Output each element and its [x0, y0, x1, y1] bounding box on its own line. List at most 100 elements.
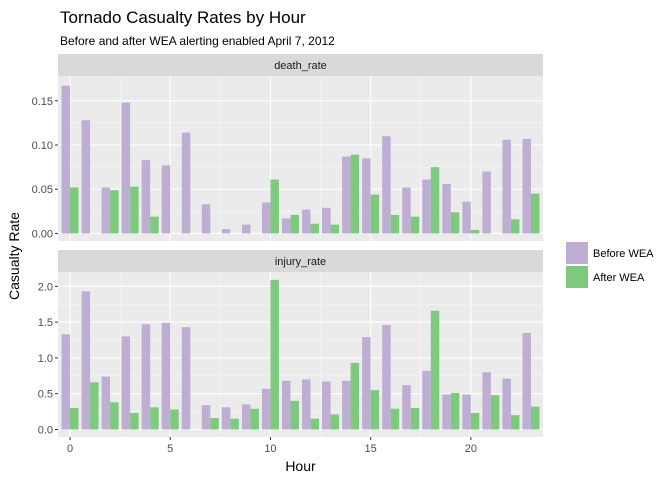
legend-swatch-after-wea [566, 266, 588, 288]
bar-before-wea [342, 156, 351, 234]
bar-before-wea [462, 201, 471, 234]
bar-after-wea [410, 408, 420, 430]
bar-before-wea [221, 229, 231, 234]
chart-title: Tornado Casualty Rates by Hour [60, 8, 306, 27]
bar-after-wea [150, 407, 159, 430]
bar-before-wea [442, 183, 451, 234]
bar-before-wea [382, 324, 391, 430]
bar-after-wea [430, 310, 440, 430]
bar-after-wea [510, 415, 520, 430]
facet-strip-background [58, 250, 543, 272]
bar-after-wea [90, 382, 99, 430]
x-tick-label: 5 [167, 443, 173, 455]
y-axis-title: Casualty Rate [6, 212, 22, 300]
bar-after-wea [370, 194, 380, 234]
bar-before-wea [121, 336, 131, 430]
bar-before-wea [322, 381, 331, 430]
bar-after-wea [330, 414, 340, 430]
bar-before-wea [181, 132, 191, 234]
bar-before-wea [81, 291, 91, 430]
bar-before-wea [241, 224, 251, 234]
legend-swatch-before-wea [566, 242, 588, 264]
bar-after-wea [350, 154, 360, 234]
bar-after-wea [450, 392, 460, 430]
bar-after-wea [230, 418, 239, 430]
bar-before-wea [261, 388, 271, 430]
bar-before-wea [442, 394, 451, 430]
bar-before-wea [101, 376, 111, 430]
bar-after-wea [110, 402, 119, 430]
bar-before-wea [422, 370, 431, 430]
bar-before-wea [402, 187, 411, 234]
bar-after-wea [290, 214, 299, 234]
bar-before-wea [201, 204, 211, 234]
legend-label-after-wea: After WEA [593, 272, 645, 284]
bar-before-wea [362, 337, 371, 430]
bar-after-wea [390, 214, 400, 234]
bar-after-wea [170, 409, 179, 430]
y-tick-label: 0.0 [38, 424, 53, 436]
bar-before-wea [241, 404, 251, 430]
y-tick-label: 0.00 [32, 228, 53, 240]
bar-before-wea [302, 379, 311, 430]
panel-background [58, 76, 543, 241]
bar-before-wea [121, 102, 131, 234]
bar-after-wea [270, 179, 279, 234]
bar-after-wea [470, 413, 480, 430]
bar-before-wea [322, 207, 331, 234]
bar-after-wea [390, 408, 400, 430]
bar-before-wea [422, 179, 431, 234]
y-tick-label: 0.10 [32, 140, 53, 152]
bar-before-wea [61, 85, 71, 234]
bar-after-wea [310, 418, 320, 430]
bar-after-wea [490, 395, 500, 430]
bar-after-wea [350, 362, 360, 430]
bar-after-wea [290, 400, 299, 430]
bar-after-wea [410, 216, 420, 234]
bar-after-wea [130, 413, 139, 430]
facet-panel-injury-rate: injury_rate 0.0 0.5 1.0 1.5 2.0 [38, 250, 543, 437]
bar-before-wea [281, 218, 291, 234]
facet-strip-label: injury_rate [275, 256, 326, 268]
bar-after-wea [250, 408, 259, 430]
bar-before-wea [161, 322, 171, 430]
chart-subtitle: Before and after WEA alerting enabled Ap… [60, 34, 335, 48]
bar-after-wea [70, 187, 79, 234]
bar-after-wea [530, 193, 540, 234]
facet-panel-death-rate: death_rate 0.00 0.05 0.10 0.15 [32, 54, 543, 241]
bar-before-wea [141, 160, 151, 234]
y-tick-label: 0.5 [38, 389, 53, 401]
bar-before-wea [221, 407, 231, 430]
bar-after-wea [430, 167, 440, 234]
bar-before-wea [482, 372, 491, 430]
bar-before-wea [522, 138, 531, 234]
x-axis: 0 5 10 15 20 [67, 437, 477, 455]
bar-after-wea [370, 390, 380, 430]
y-tick-label: 1.0 [38, 353, 53, 365]
bar-after-wea [110, 190, 119, 234]
bar-before-wea [101, 187, 111, 234]
x-axis-title: Hour [285, 458, 316, 474]
y-tick-label: 1.5 [38, 317, 53, 329]
y-tick-label: 0.15 [32, 96, 53, 108]
bar-before-wea [181, 327, 191, 430]
bar-after-wea [130, 186, 139, 234]
facet-strip-background [58, 54, 543, 76]
bar-before-wea [522, 332, 531, 430]
bar-before-wea [261, 202, 271, 234]
bar-before-wea [502, 139, 511, 234]
bar-after-wea [210, 418, 219, 430]
bar-before-wea [482, 171, 491, 234]
bar-before-wea [402, 385, 411, 430]
panel-background [58, 272, 543, 437]
bar-after-wea [470, 229, 480, 234]
bar-after-wea [310, 223, 320, 234]
bar-before-wea [382, 136, 391, 234]
bar-before-wea [302, 209, 311, 234]
legend-label-before-wea: Before WEA [593, 248, 654, 260]
bar-after-wea [70, 408, 79, 430]
x-tick-label: 0 [67, 443, 73, 455]
bar-after-wea [530, 406, 540, 430]
bar-before-wea [201, 405, 211, 430]
